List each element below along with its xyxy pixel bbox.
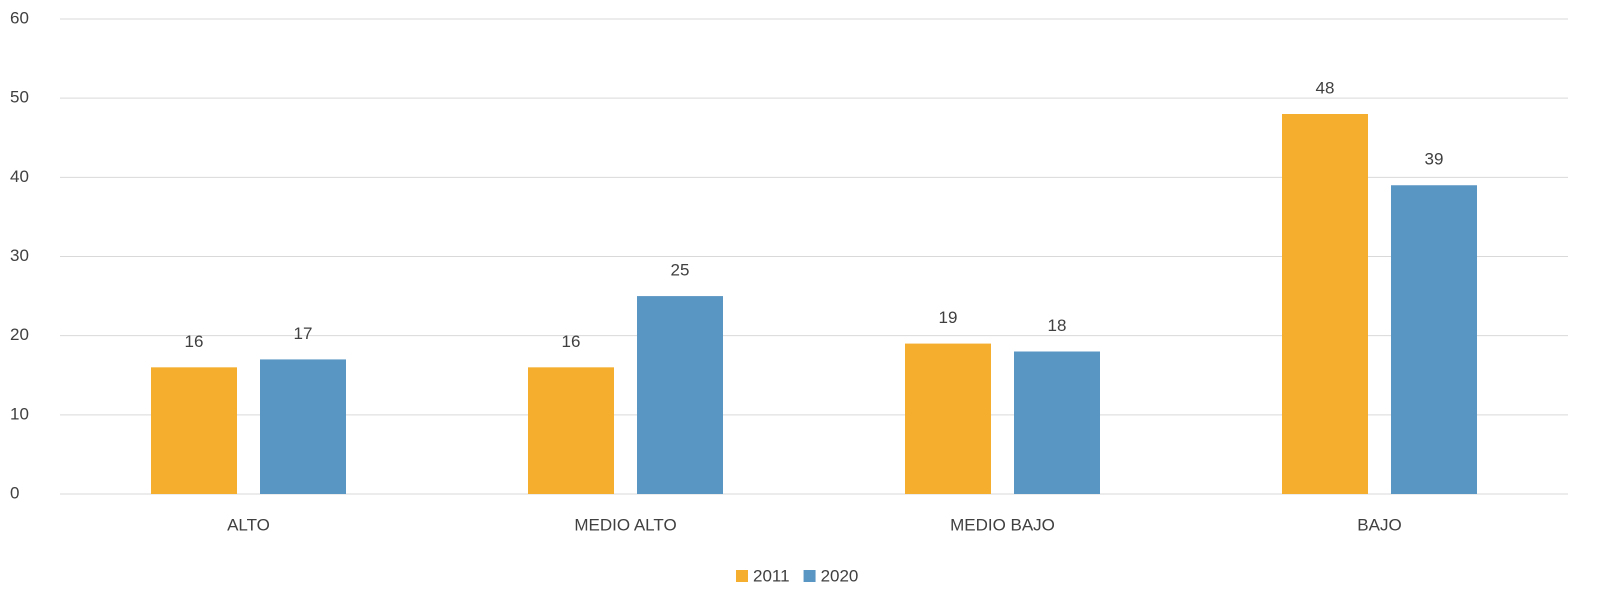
x-tick-label: ALTO	[227, 515, 270, 534]
bar	[1282, 114, 1368, 494]
data-label: 25	[671, 261, 690, 280]
data-label: 39	[1425, 150, 1444, 169]
bar	[637, 296, 723, 494]
y-tick-label: 60	[10, 8, 29, 27]
data-label: 16	[562, 332, 581, 351]
bar	[905, 343, 991, 494]
bar	[151, 367, 237, 494]
data-label: 48	[1316, 78, 1335, 97]
legend-swatch	[736, 570, 748, 582]
bar	[1014, 351, 1100, 494]
legend-swatch	[803, 570, 816, 582]
bar	[528, 367, 614, 494]
legend-label: 2011	[753, 566, 790, 585]
data-label: 17	[294, 324, 313, 343]
x-tick-label: MEDIO ALTO	[574, 515, 676, 534]
legend-label: 2020	[821, 566, 859, 585]
x-tick-label: BAJO	[1357, 515, 1401, 534]
y-tick-label: 0	[10, 483, 19, 502]
y-tick-label: 40	[10, 167, 29, 186]
y-tick-label: 30	[10, 246, 29, 265]
y-tick-label: 20	[10, 325, 29, 344]
data-label: 18	[1048, 316, 1067, 335]
data-label: 19	[939, 308, 958, 327]
x-tick-label: MEDIO BAJO	[950, 515, 1055, 534]
bar	[260, 359, 346, 494]
y-tick-label: 10	[10, 404, 29, 423]
bar	[1391, 185, 1477, 494]
data-label: 16	[185, 332, 204, 351]
y-tick-label: 50	[10, 88, 29, 107]
